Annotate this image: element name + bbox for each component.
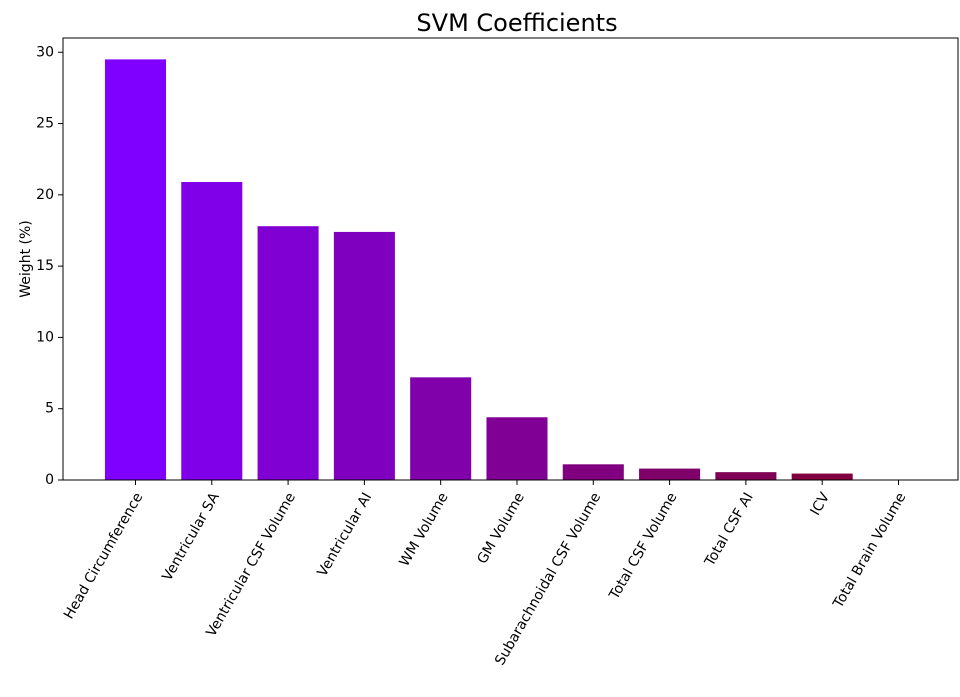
y-tick-label: 5 bbox=[45, 401, 54, 417]
y-tick-label: 0 bbox=[45, 472, 54, 488]
x-tick-label: GM Volume bbox=[474, 490, 528, 567]
y-tick-label: 25 bbox=[36, 116, 54, 132]
x-tick-label: Total Brain Volume bbox=[830, 490, 910, 612]
bar bbox=[181, 182, 243, 480]
bar bbox=[562, 464, 624, 480]
bar bbox=[333, 231, 395, 480]
bar bbox=[104, 59, 167, 481]
x-tick-label: Ventricular CSF Volume bbox=[203, 490, 299, 640]
bar bbox=[639, 468, 701, 480]
y-tick-label: 20 bbox=[36, 187, 54, 203]
bar bbox=[791, 473, 853, 480]
bar bbox=[257, 226, 319, 480]
x-tick-label: Ventricular SA bbox=[159, 490, 223, 584]
x-tick-label: Total CSF Volume bbox=[606, 490, 681, 603]
chart-title: SVM Coefficients bbox=[416, 9, 617, 37]
plot-frame bbox=[62, 37, 959, 481]
x-tick-label: WM Volume bbox=[397, 490, 452, 569]
y-tick-label: 30 bbox=[36, 44, 54, 60]
bar bbox=[715, 472, 777, 480]
bar bbox=[410, 377, 472, 480]
x-tick-label: ICV bbox=[808, 490, 834, 519]
x-tick-label: Total CSF AI bbox=[701, 490, 756, 570]
y-axis-label: Weight (%) bbox=[18, 220, 34, 297]
bar bbox=[486, 417, 548, 480]
x-tick-label: Head Circumference bbox=[61, 490, 146, 622]
x-tick-label: Ventricular AI bbox=[314, 490, 375, 579]
y-tick-label: 10 bbox=[36, 329, 54, 345]
y-tick-label: 15 bbox=[36, 258, 54, 274]
